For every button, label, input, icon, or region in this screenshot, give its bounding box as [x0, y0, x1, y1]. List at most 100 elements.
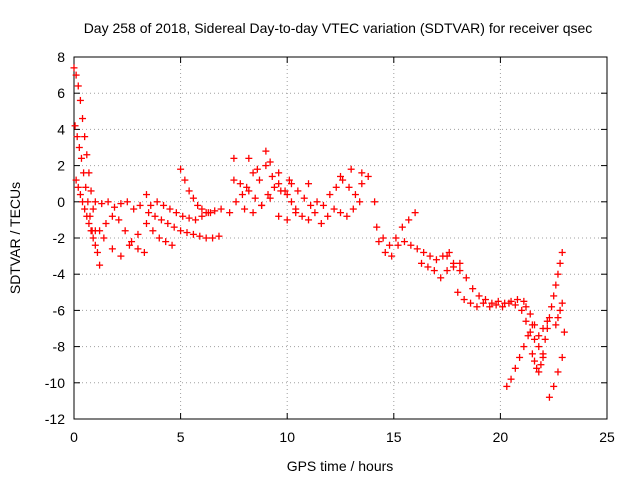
data-point	[183, 229, 191, 237]
data-point	[96, 261, 104, 269]
data-point	[270, 183, 278, 191]
data-point	[511, 364, 519, 372]
data-point	[418, 259, 426, 267]
data-point	[432, 256, 440, 264]
data-point	[211, 207, 219, 215]
data-point	[268, 172, 276, 180]
data-point	[287, 198, 295, 206]
data-point	[236, 180, 244, 188]
data-point	[351, 191, 359, 199]
data-point	[230, 154, 238, 162]
data-point	[430, 267, 438, 275]
data-point	[145, 209, 153, 217]
data-point	[426, 252, 434, 260]
data-point	[467, 299, 475, 307]
plot-frame	[73, 56, 608, 420]
data-point	[420, 248, 428, 256]
data-point	[217, 205, 225, 213]
data-point	[147, 201, 155, 209]
data-point	[166, 205, 174, 213]
data-point	[481, 296, 489, 304]
data-point	[554, 270, 562, 278]
data-point	[456, 259, 464, 267]
data-point	[381, 248, 389, 256]
data-point	[102, 220, 110, 228]
data-point	[386, 241, 394, 249]
data-point	[543, 325, 551, 332]
data-point	[245, 154, 253, 162]
data-point	[262, 162, 270, 170]
data-point	[317, 220, 325, 228]
data-point	[142, 191, 150, 199]
data-point	[358, 180, 366, 188]
data-point	[524, 332, 532, 340]
x-tick-label: 0	[70, 429, 78, 445]
data-point	[556, 259, 564, 267]
data-point	[533, 364, 541, 372]
y-tick-label: 4	[57, 121, 65, 137]
data-point	[413, 245, 421, 253]
data-point	[238, 191, 246, 199]
data-point	[243, 183, 251, 191]
data-point	[505, 299, 513, 307]
data-point	[189, 230, 197, 238]
data-point	[262, 147, 270, 155]
data-point	[324, 212, 332, 220]
data-point	[554, 314, 562, 322]
data-point	[560, 328, 568, 336]
data-point	[311, 209, 319, 217]
data-point	[398, 223, 406, 231]
data-point	[462, 274, 470, 282]
data-point	[72, 176, 80, 184]
data-point	[373, 223, 381, 231]
data-point	[283, 191, 291, 199]
data-point	[93, 248, 101, 256]
y-tick-label: 8	[57, 49, 65, 65]
data-point	[142, 220, 150, 228]
data-point	[185, 214, 193, 222]
data-point	[539, 353, 547, 361]
data-point	[541, 335, 549, 343]
data-point	[454, 288, 462, 296]
data-point	[535, 332, 543, 340]
data-point	[74, 183, 82, 191]
data-point	[305, 180, 313, 188]
data-point	[371, 198, 379, 206]
data-point	[526, 310, 534, 318]
data-point	[117, 200, 125, 208]
data-point	[343, 212, 351, 220]
data-point	[157, 216, 165, 224]
data-point	[194, 201, 202, 209]
data-point	[499, 303, 507, 311]
data-point	[552, 281, 560, 289]
data-point	[445, 248, 453, 256]
data-point	[511, 301, 519, 309]
data-point	[347, 165, 355, 173]
data-points	[70, 64, 568, 401]
data-point	[206, 209, 214, 217]
data-point	[275, 169, 283, 177]
y-tick-label: 6	[57, 85, 65, 101]
data-point	[134, 245, 142, 253]
data-point	[170, 223, 178, 231]
y-tick-label: 2	[57, 158, 65, 174]
data-point	[98, 200, 106, 208]
data-point	[285, 176, 293, 184]
x-axis-label: GPS time / hours	[287, 458, 394, 474]
ticks: 0 5 10 15 20 25 -12 -10 -8 -6 -4 -2 0 2 4 6 8	[45, 49, 615, 445]
data-point	[494, 297, 502, 305]
data-point	[449, 259, 457, 267]
data-point	[305, 216, 313, 224]
data-point	[164, 220, 172, 228]
data-point	[162, 238, 170, 246]
data-point	[104, 198, 112, 206]
data-point	[443, 252, 451, 260]
data-point	[128, 238, 136, 246]
data-point	[545, 393, 553, 401]
data-point	[72, 71, 80, 79]
data-point	[130, 205, 138, 213]
y-axis-label: SDTVAR / TECUs	[7, 182, 23, 294]
data-point	[91, 198, 99, 206]
data-point	[405, 216, 413, 224]
data-point	[232, 198, 240, 206]
